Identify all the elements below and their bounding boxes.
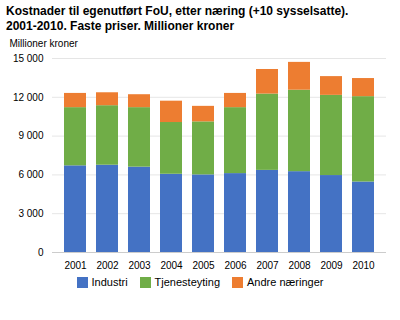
svg-text:2001: 2001 [64,260,87,271]
html-text:Tjenesteyting: Tjenesteyting [154,276,220,288]
html-text:Andre næringer: Andre næringer [247,276,324,288]
html-text:Industri: Industri [91,276,128,288]
svg-text:2005: 2005 [192,260,215,271]
svg-text:2004: 2004 [160,260,183,271]
svg-text:0: 0 [38,247,44,258]
svg-text:15 000: 15 000 [13,53,44,64]
svg-text:2008: 2008 [288,260,311,271]
html-text:2001-2010. Faste priser. Milli: 2001-2010. Faste priser. Millioner krone… [6,19,235,33]
svg-text:3 000: 3 000 [18,208,43,219]
svg-text:2006: 2006 [224,260,247,271]
svg-text:Millioner kroner: Millioner kroner [10,38,79,49]
svg-text:12 000: 12 000 [13,92,44,103]
svg-text:2002: 2002 [96,260,119,271]
svg-text:6 000: 6 000 [18,169,43,180]
html-text:Kostnader til egenutført FoU,: Kostnader til egenutført FoU, etter næri… [6,4,349,18]
svg-text:9 000: 9 000 [18,130,43,141]
svg-text:2003: 2003 [128,260,151,271]
svg-text:2010: 2010 [352,260,375,271]
svg-text:2009: 2009 [320,260,343,271]
svg-text:2007: 2007 [256,260,279,271]
